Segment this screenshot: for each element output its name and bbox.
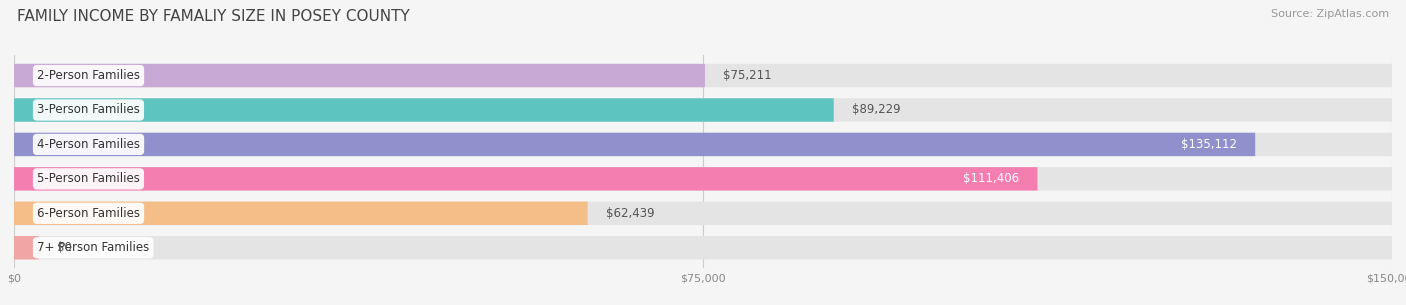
Text: 4-Person Families: 4-Person Families	[37, 138, 141, 151]
FancyBboxPatch shape	[14, 64, 1392, 87]
Text: $89,229: $89,229	[852, 103, 901, 117]
Text: $111,406: $111,406	[963, 172, 1019, 185]
FancyBboxPatch shape	[14, 236, 1392, 260]
FancyBboxPatch shape	[14, 167, 1038, 191]
FancyBboxPatch shape	[14, 133, 1256, 156]
FancyBboxPatch shape	[14, 133, 1392, 156]
Text: Source: ZipAtlas.com: Source: ZipAtlas.com	[1271, 9, 1389, 19]
Text: 2-Person Families: 2-Person Families	[37, 69, 141, 82]
FancyBboxPatch shape	[14, 236, 39, 260]
Text: 5-Person Families: 5-Person Families	[37, 172, 141, 185]
FancyBboxPatch shape	[14, 98, 834, 122]
Text: 6-Person Families: 6-Person Families	[37, 207, 141, 220]
Text: 3-Person Families: 3-Person Families	[37, 103, 141, 117]
Text: $135,112: $135,112	[1181, 138, 1237, 151]
FancyBboxPatch shape	[14, 202, 588, 225]
FancyBboxPatch shape	[14, 64, 704, 87]
Text: FAMILY INCOME BY FAMALIY SIZE IN POSEY COUNTY: FAMILY INCOME BY FAMALIY SIZE IN POSEY C…	[17, 9, 409, 24]
Text: $62,439: $62,439	[606, 207, 655, 220]
FancyBboxPatch shape	[14, 202, 1392, 225]
Text: $75,211: $75,211	[723, 69, 772, 82]
Text: 7+ Person Families: 7+ Person Families	[37, 241, 149, 254]
Text: $0: $0	[58, 241, 72, 254]
FancyBboxPatch shape	[14, 167, 1392, 191]
FancyBboxPatch shape	[14, 98, 1392, 122]
